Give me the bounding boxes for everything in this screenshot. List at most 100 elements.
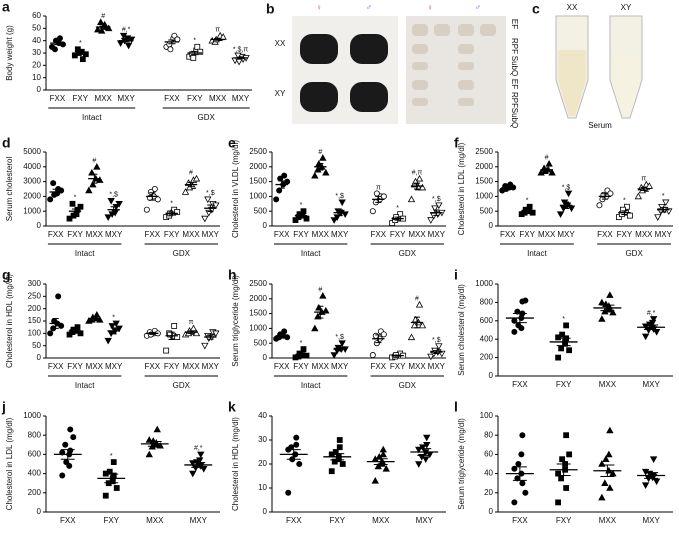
x-tick-label: MXX <box>599 380 617 389</box>
error-bar <box>336 209 343 217</box>
error-bar <box>207 204 214 212</box>
point <box>108 323 116 330</box>
error-bar <box>660 206 667 213</box>
y-tick-label: 5000 <box>23 147 41 156</box>
point <box>98 26 106 34</box>
fat-label: SubQ <box>510 56 519 76</box>
y-axis-label: Serum triglyceride (mg/dl) <box>457 418 466 510</box>
y-tick-label: 0 <box>489 371 494 380</box>
point <box>606 426 614 434</box>
error-bar <box>297 213 305 218</box>
point <box>654 214 662 221</box>
point <box>389 220 396 226</box>
y-tick-label: 100 <box>28 328 42 337</box>
point <box>556 211 565 218</box>
error-bar <box>149 331 156 335</box>
point <box>435 343 443 350</box>
significance: * <box>662 193 665 200</box>
x-tick-label: FXX <box>500 230 516 239</box>
y-axis-label: Body weight (g) <box>5 25 14 81</box>
x-tick-label: FXX <box>274 362 290 371</box>
point <box>555 470 562 477</box>
point <box>154 196 161 203</box>
point <box>338 340 346 348</box>
x-tick-label: MXX <box>146 516 164 525</box>
point <box>369 352 376 359</box>
point <box>649 316 658 323</box>
significance: *,$ <box>432 337 441 344</box>
y-tick-label: 500 <box>254 206 268 215</box>
y-tick-label: 30 <box>32 48 41 57</box>
x-tick-label: MXY <box>642 380 660 389</box>
y-tick-label: 0 <box>489 507 494 516</box>
row-label: XY <box>275 89 286 98</box>
y-tick-label: 600 <box>28 450 42 459</box>
error-bar <box>278 180 285 189</box>
y-tick-label: 2000 <box>23 192 41 201</box>
mouse <box>350 82 388 112</box>
point <box>566 347 573 354</box>
panel-label: a <box>2 0 10 15</box>
point <box>652 478 661 486</box>
y-tick-label: 80 <box>484 430 493 439</box>
point <box>59 472 66 479</box>
error-bar <box>556 337 571 347</box>
point <box>50 180 57 187</box>
x-tick-label: MXX <box>312 230 330 239</box>
x-tick-label: MXY <box>190 516 208 525</box>
error-bar <box>433 350 440 355</box>
point <box>47 196 54 203</box>
error-bar <box>512 466 527 481</box>
group-label: GDX <box>399 249 417 258</box>
mouse <box>300 34 338 64</box>
point <box>407 333 416 341</box>
error-bar <box>168 39 176 45</box>
point <box>67 447 74 454</box>
point <box>67 426 74 433</box>
error-bar <box>110 206 117 214</box>
significance: #,* <box>194 445 203 452</box>
significance: # <box>545 155 549 162</box>
error-bar <box>543 167 550 173</box>
point <box>311 171 319 179</box>
point <box>62 441 69 448</box>
point <box>322 168 330 176</box>
significance: π <box>376 184 381 191</box>
error-bar <box>336 346 343 352</box>
point <box>77 203 84 210</box>
group-label: Intact <box>75 249 95 258</box>
y-tick-label: 1500 <box>249 177 267 186</box>
point <box>641 482 650 489</box>
error-bar <box>168 211 175 216</box>
y-tick-label: 1000 <box>23 206 41 215</box>
panel-label: j <box>1 399 6 415</box>
x-tick-label: FXY <box>519 230 535 239</box>
x-tick-label: FXY <box>390 362 406 371</box>
significance: # <box>415 296 419 303</box>
y-axis-label: Cholesterol in LDL (mg/dl) <box>5 417 14 510</box>
point <box>545 160 553 167</box>
panel-label: e <box>228 135 236 151</box>
x-tick-label: FXY <box>556 380 572 389</box>
y-tick-label: 800 <box>480 298 494 307</box>
panel-c: c XX XY Serum <box>532 1 643 130</box>
y-tick-label: 200 <box>28 488 42 497</box>
x-tick-label: MXX <box>182 230 200 239</box>
fat-label: SubQ <box>510 108 519 128</box>
y-tick-label: 400 <box>28 469 42 478</box>
significance: * <box>110 453 113 460</box>
group-label: GDX <box>399 381 417 390</box>
error-bar <box>417 448 432 456</box>
panel-label: l <box>454 399 458 415</box>
error-bar <box>191 462 206 468</box>
x-tick-label: MXX <box>538 230 556 239</box>
point <box>124 42 133 50</box>
point <box>511 465 518 472</box>
significance: * <box>112 314 115 321</box>
x-tick-label: FXX <box>48 230 64 239</box>
x-tick-label: FXY <box>556 516 572 525</box>
y-axis-label: Serum cholesterol (mg/dl) <box>457 284 466 376</box>
panel-label: b <box>266 1 275 17</box>
x-tick-label: MXX <box>86 230 104 239</box>
point <box>382 464 390 472</box>
